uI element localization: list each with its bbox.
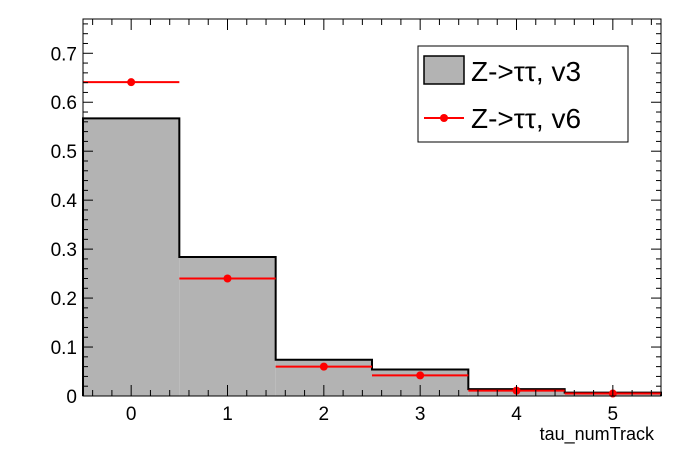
- x-tick-label: 5: [608, 404, 619, 425]
- hist-outline: [82, 117, 662, 396]
- point-marker-3: [416, 371, 425, 380]
- plot-frame: [82, 18, 662, 397]
- x-tick-label: 3: [415, 404, 426, 425]
- legend-marker-dot-v6: [440, 114, 448, 122]
- y-tick-label: 0.5: [51, 142, 77, 163]
- legend-label-v3: Z->ττ, v3: [471, 56, 581, 87]
- legend-label-v6: Z->ττ, v6: [471, 103, 581, 134]
- y-tick-label: 0.3: [51, 240, 77, 261]
- y-tick-label: 0.2: [51, 289, 77, 310]
- y-tick-label: 0.7: [51, 44, 77, 65]
- x-tick-labels: 0 1 2 3 4 5: [126, 404, 618, 425]
- y-tick-label: 0.1: [51, 338, 77, 359]
- x-tick-label: 4: [511, 404, 522, 425]
- point-marker-1: [223, 274, 232, 283]
- point-marker-0: [127, 78, 136, 87]
- hist-bar-0: [83, 118, 180, 397]
- y-tick-label: 0: [66, 387, 77, 408]
- x-tick-label: 0: [126, 404, 137, 425]
- legend-swatch-v3: [423, 55, 465, 85]
- y-tick-labels: 0 0.1 0.2 0.3 0.4 0.5 0.6 0.7: [51, 44, 78, 408]
- legend: Z->ττ, v3 Z->ττ, v6: [417, 45, 629, 143]
- axis-ticks: [83, 19, 661, 397]
- point-marker-2: [319, 362, 328, 371]
- x-tick-label: 2: [319, 404, 330, 425]
- y-tick-label: 0.4: [51, 191, 78, 212]
- x-tick-label: 1: [222, 404, 233, 425]
- x-axis-title: tau_numTrack: [540, 424, 655, 445]
- y-tick-label: 0.6: [51, 93, 77, 114]
